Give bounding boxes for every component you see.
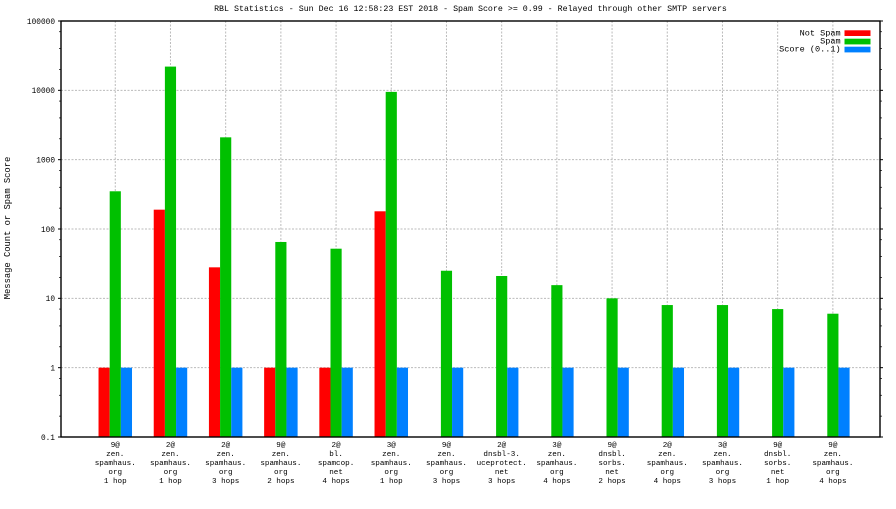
svg-text:1000: 1000 (36, 157, 55, 165)
svg-text:100000: 100000 (27, 19, 55, 27)
svg-text:Score (0..1): Score (0..1) (779, 45, 841, 55)
svg-text:RBL Statistics - Sun Dec 16 12: RBL Statistics - Sun Dec 16 12:58:23 EST… (214, 4, 727, 14)
svg-text:0.1: 0.1 (41, 435, 55, 443)
svg-text:1: 1 (50, 365, 55, 373)
svg-text:100: 100 (41, 227, 55, 235)
svg-text:10: 10 (46, 296, 56, 304)
svg-text:Message Count or Spam Score: Message Count or Spam Score (3, 157, 13, 300)
svg-text:10000: 10000 (32, 88, 56, 96)
